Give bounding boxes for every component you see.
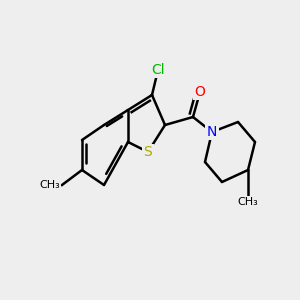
Text: O: O [195,85,206,99]
Text: CH₃: CH₃ [238,197,258,207]
Text: CH₃: CH₃ [39,180,60,190]
Text: Cl: Cl [151,63,165,77]
Text: N: N [207,125,217,139]
Text: S: S [144,145,152,159]
